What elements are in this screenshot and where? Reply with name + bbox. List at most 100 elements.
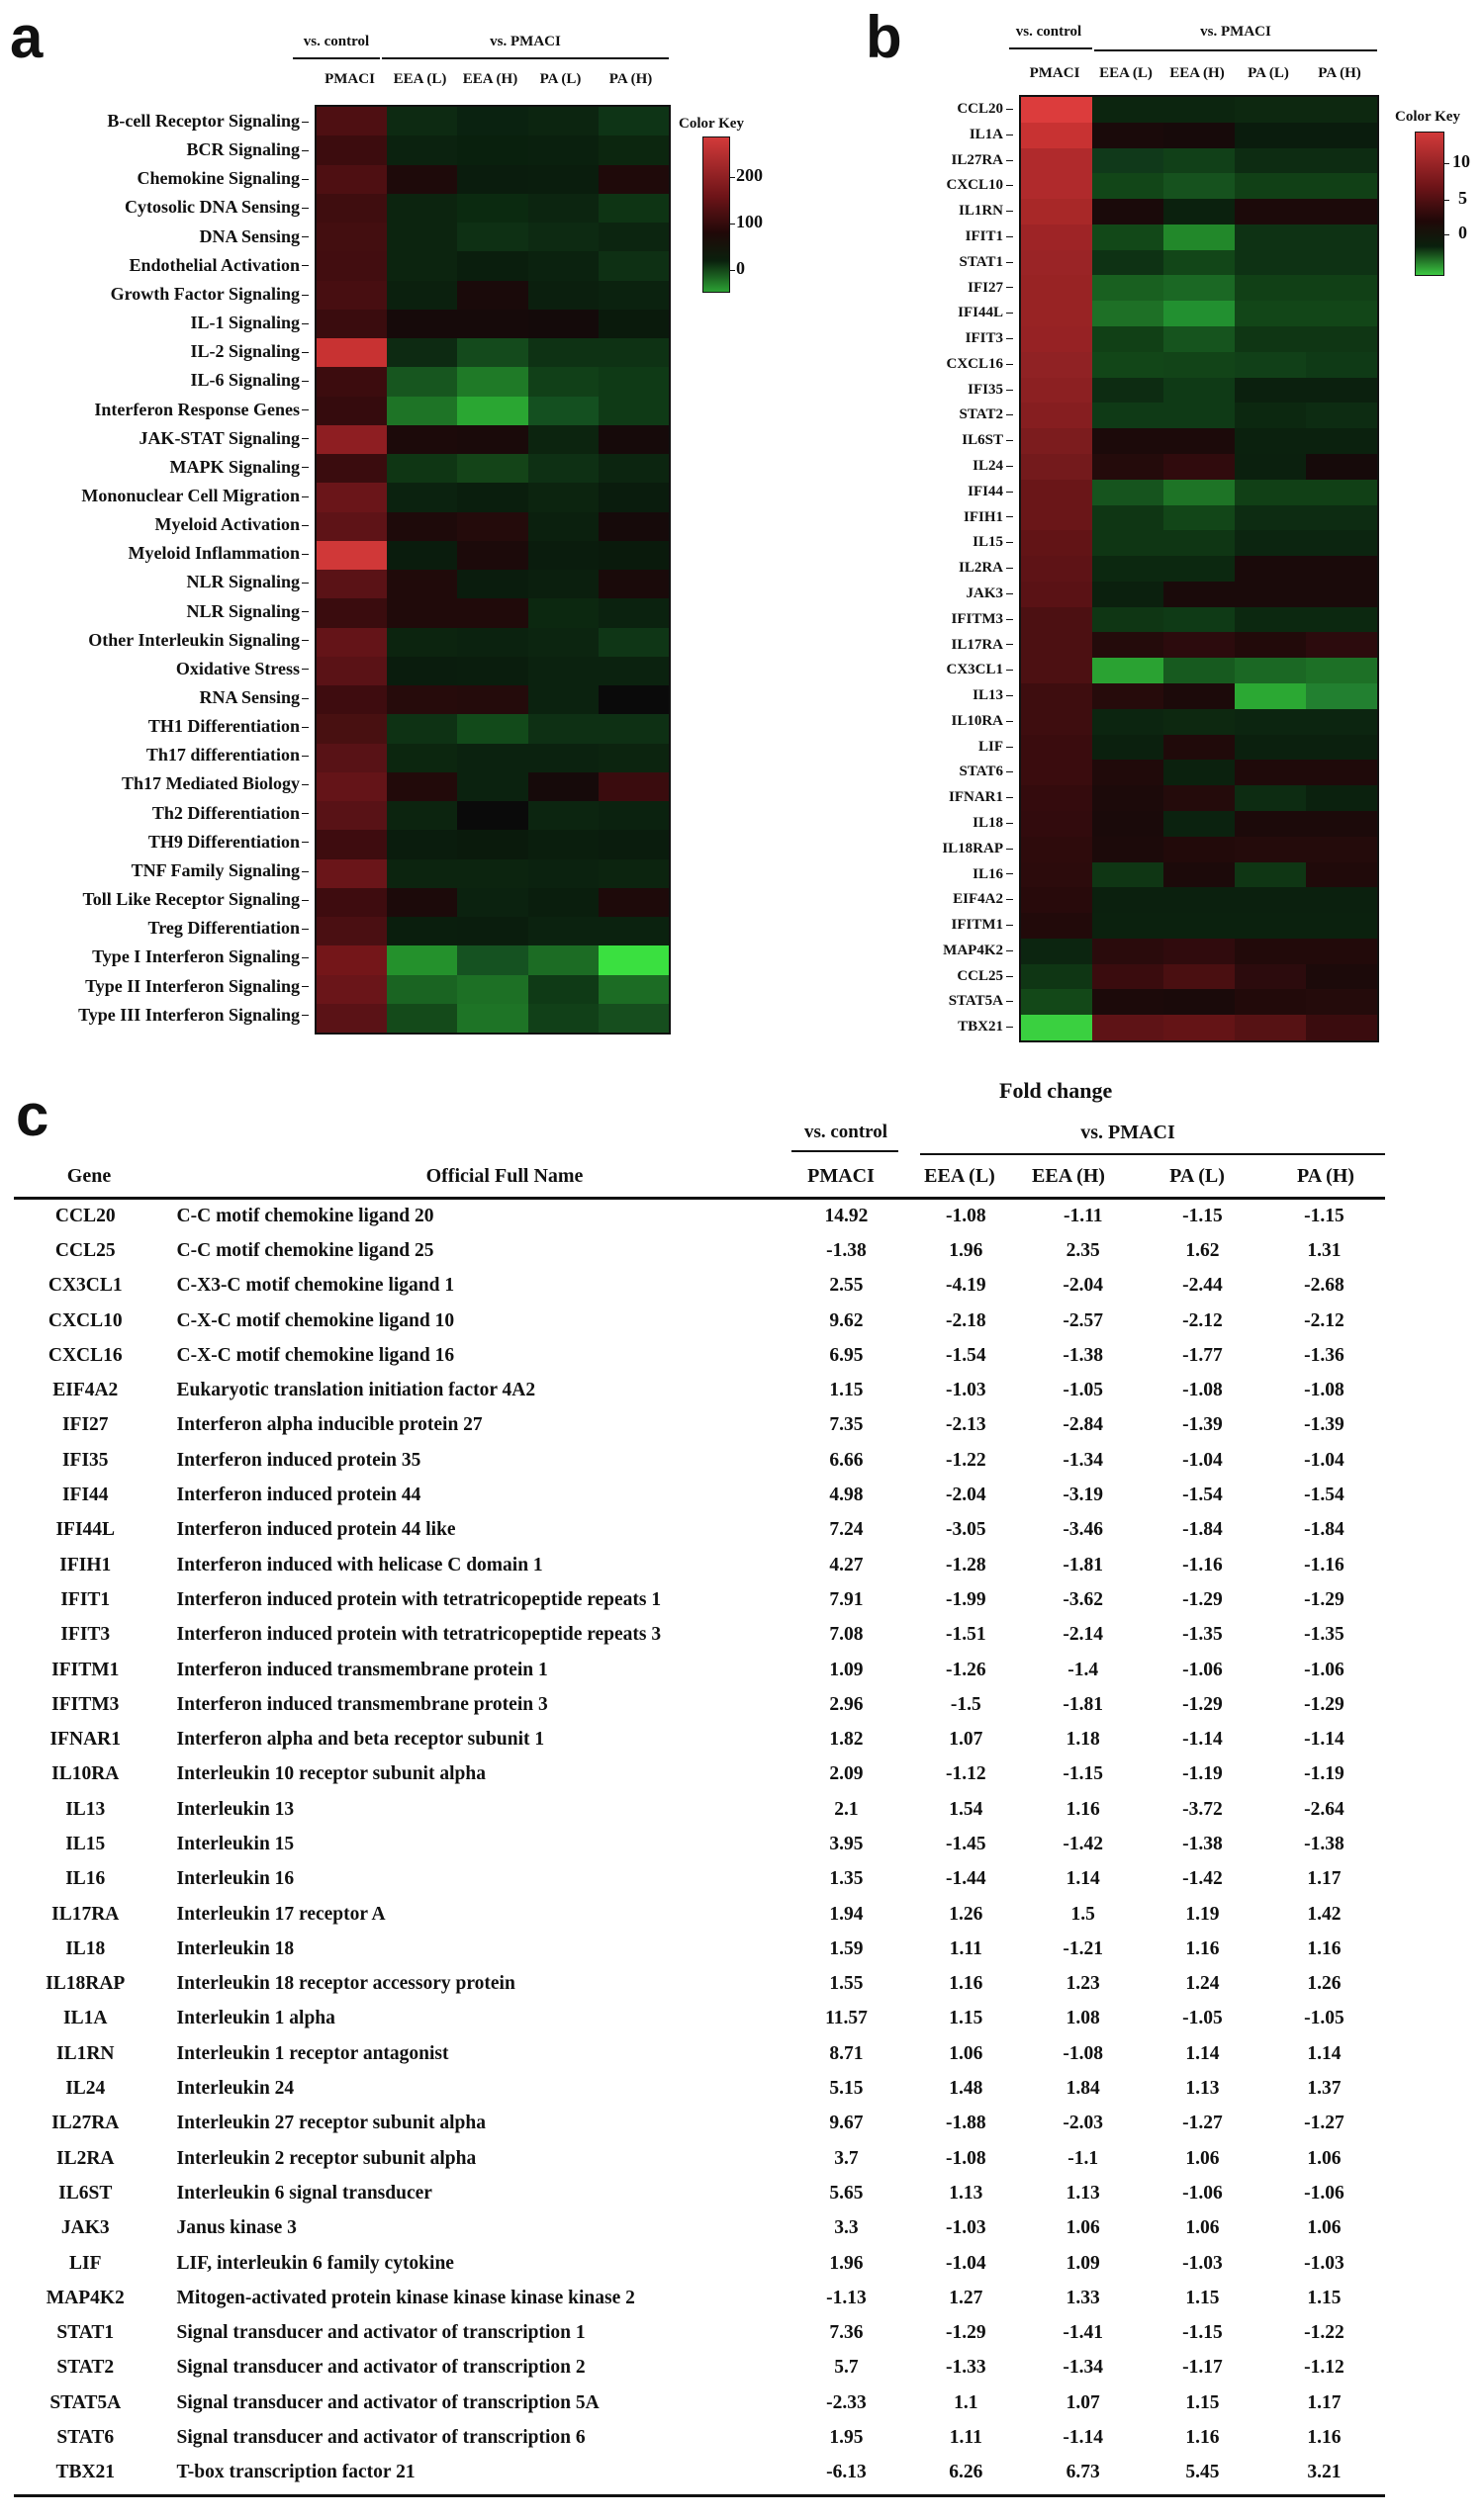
panel-a-heat-cell [387,223,458,252]
panel-a-row-tick [302,697,309,699]
fold-change-cell: 6.95 [829,1344,864,1366]
fold-change-cell: -1.99 [946,1588,986,1610]
panel-a-column-header: PMACI [324,71,375,87]
fold-change-cell: 1.96 [829,2252,864,2274]
panel-a-row-tick [302,986,309,988]
gene-cell: IFITM3 [51,1693,120,1715]
panel-a-heat-cell [387,164,458,195]
panel-a-heat-cell [457,338,528,368]
panel-b-heat-row [1021,504,1377,531]
panel-b-heat-cell [1163,301,1235,327]
table-row: CCL25 C-C motif chemokine ligand 25 -1.38 1… [14,1233,1385,1268]
table-row: IFITM3 Interferon induced transmembrane p… [14,1687,1385,1722]
panel-b-heat-cell [1235,887,1306,914]
panel-a-heat-cell [598,540,669,571]
fold-change-cell: -1.05 [1182,2008,1223,2029]
full-name-cell: Eukaryotic translation initiation factor… [176,1380,536,1401]
fold-change-cell: 1.33 [1066,2287,1100,2308]
fold-change-cell: -1.54 [946,1344,986,1366]
panel-a-color-key-title: Color Key [679,116,744,132]
fold-change-cell: -2.14 [1063,1624,1104,1646]
panel-b-heat-cell [1235,122,1306,149]
panel-a-heat-cell [457,714,528,745]
fold-change-cell: -1.03 [946,1380,986,1401]
fold-change-cell: -3.72 [1182,1798,1223,1820]
table-row: TBX21 T-box transcription factor 21 -6.13 6… [14,2456,1385,2490]
panel-b-heat-cell [1021,658,1092,684]
fold-change-cell: -1.16 [1304,1554,1344,1575]
table-row: IL16 Interleukin 16 1.35 -1.44 1.14 -1.42 1.17 [14,1862,1385,1897]
fold-change-cell: 6.73 [1066,2462,1100,2483]
panel-b-heat-cell [1092,199,1163,225]
panel-b-heat-cell [1235,606,1306,634]
gene-cell: STAT2 [56,2357,115,2379]
panel-a-heat-cell [527,424,599,455]
fold-change-cell: -1.39 [1182,1414,1223,1436]
table-row: IL2RA Interleukin 2 receptor subunit alph… [14,2141,1385,2176]
gene-cell: IL18RAP [46,1973,126,1995]
panel-a-row-label: Myeloid Inflammation [128,543,301,564]
panel-a-row-label: Th17 differentiation [145,745,300,765]
panel-b-heat-row [1021,861,1377,888]
panel-a-heat-cell [387,135,458,166]
panel-a-row-tick [302,813,309,815]
fold-change-cell: -1.4 [1067,1659,1099,1680]
panel-a-heat-cell [457,771,528,802]
fold-change-cell: -1.38 [1304,1833,1344,1854]
panel-a-row-tick [302,380,309,382]
panel-a-heat-cell [317,771,388,802]
panel-b-heat-cell [1306,504,1377,531]
panel-a-row-tick [302,438,309,440]
panel-a-row-tick [302,956,309,958]
panel-a-heat-cell [598,454,669,484]
panel-b-heat-row [1021,403,1377,429]
panel-b-heat-cell [1163,887,1235,914]
panel-b-row-label: IL24 [973,458,1003,474]
panel-b-heat-cell [1306,606,1377,634]
panel-b-heat-cell [1092,173,1163,200]
table-row: CXCL16 C-X-C motif chemokine ligand 16 6.9… [14,1338,1385,1373]
panel-a-row-tick [302,467,309,469]
full-name-cell: C-X3-C motif chemokine ligand 1 [176,1275,455,1297]
panel-a-heat-row [317,945,669,976]
panel-a-heat-cell [457,511,528,542]
panel-b-row-tick [1006,287,1013,289]
panel-a-heat-cell [598,338,669,368]
fold-change-cell: 1.14 [1066,1868,1100,1890]
panel-a-heat-cell [457,251,528,282]
fold-change-cell: -2.04 [946,1485,986,1506]
panel-a-row-label: Cytosolic DNA Sensing [124,197,300,218]
panel-b-heat-row [1021,760,1377,786]
panel-b-row-label: CCL25 [957,967,1003,984]
table-row: IFIT3 Interferon induced protein with tet… [14,1618,1385,1653]
panel-b-heat-cell [1306,1015,1377,1040]
panel-b-heat-row [1021,249,1377,277]
panel-b-heat-cell [1163,1015,1235,1040]
panel-b-row-label: IL13 [973,687,1003,703]
panel-b-row-tick [1006,414,1013,416]
table-row: STAT6 Signal transducer and activator of … [14,2420,1385,2455]
full-name-cell: Interferon induced transmembrane protein… [176,1693,548,1715]
panel-b-heat-cell [1163,708,1235,736]
fold-change-cell: -1.06 [1182,1659,1223,1680]
panel-b-heat-cell [1235,658,1306,684]
panel-b-heat-cell [1092,581,1163,608]
panel-b-heat-cell [1306,861,1377,888]
gene-cell: IL1A [63,2008,108,2029]
panel-a-row-tick [302,899,309,901]
panel-b-row-tick [1006,211,1013,212]
fold-change-cell: 1.13 [1185,2078,1220,2100]
fold-change-cell: 1.17 [1307,1868,1342,1890]
fold-change-cell: 1.06 [1307,2217,1342,2239]
panel-a-heat-cell [527,540,599,571]
panel-a-heat-cell [387,887,458,918]
panel-b-heat-cell [1235,275,1306,302]
panel-b-row-label: IFI44 [968,483,1003,499]
panel-b-heat-cell [1306,403,1377,429]
panel-a-heat-cell [317,135,388,166]
gene-cell: MAP4K2 [46,2287,125,2308]
panel-b-heat-cell [1306,810,1377,838]
panel-a-heat-cell [457,656,528,686]
panel-b-heat-cell [1021,810,1092,838]
fold-change-cell: -2.68 [1304,1275,1344,1297]
